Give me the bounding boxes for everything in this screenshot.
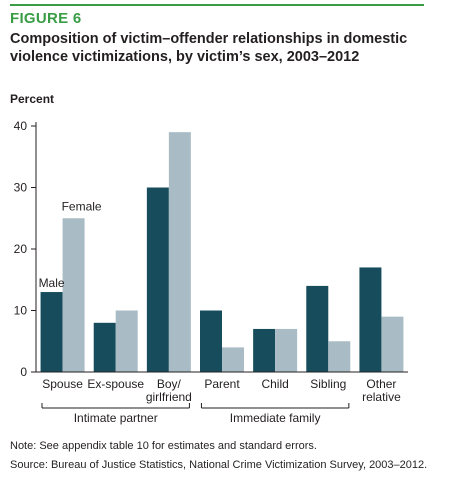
bar-female (168, 132, 191, 372)
chart-note: Note: See appendix table 10 for estimate… (10, 440, 317, 452)
series-label-female: Female (62, 199, 102, 213)
bar-male (200, 310, 222, 372)
x-tick-label: Sibling (310, 377, 346, 391)
group-label: Immediate family (230, 411, 321, 425)
bar-male (146, 187, 169, 372)
bar-female (328, 341, 351, 372)
bar-male (359, 267, 382, 372)
y-tick-label: 30 (14, 181, 28, 195)
bar-female (62, 218, 85, 372)
bar-female (115, 310, 138, 372)
x-tick-label: girlfriend (146, 390, 192, 404)
chart-source: Source: Bureau of Justice Statistics, Na… (10, 459, 428, 471)
y-tick-label: 0 (20, 365, 27, 379)
series-label-male: Male (39, 276, 65, 290)
bar-male (306, 285, 329, 372)
x-tick-label: Ex-spouse (87, 377, 144, 391)
group-label: Intimate partner (74, 411, 158, 425)
x-tick-label: Parent (204, 377, 240, 391)
y-axis-label: Percent (10, 92, 55, 106)
figure-label: FIGURE 6 (10, 10, 82, 27)
y-tick-label: 10 (14, 304, 28, 318)
bar-male (253, 328, 276, 372)
bar-female (381, 316, 404, 372)
bar-male (93, 322, 116, 372)
x-tick-label: Boy/ (157, 377, 182, 391)
bar-female (222, 347, 244, 372)
bar-female (275, 328, 298, 372)
bar-male (40, 292, 63, 372)
x-tick-label: Spouse (42, 377, 83, 391)
chart-title: Composition of victim–offender relations… (10, 31, 408, 65)
y-tick-label: 40 (14, 119, 28, 133)
bar-chart: 0 10 20 30 40 Male Female Spouse Ex-spouse Boy/gi… (14, 119, 408, 425)
x-tick-label: Other (366, 377, 396, 391)
y-tick-label: 20 (14, 242, 28, 256)
top-rule (10, 4, 424, 6)
x-tick-label: relative (362, 390, 401, 404)
x-tick-label: Child (261, 377, 288, 391)
